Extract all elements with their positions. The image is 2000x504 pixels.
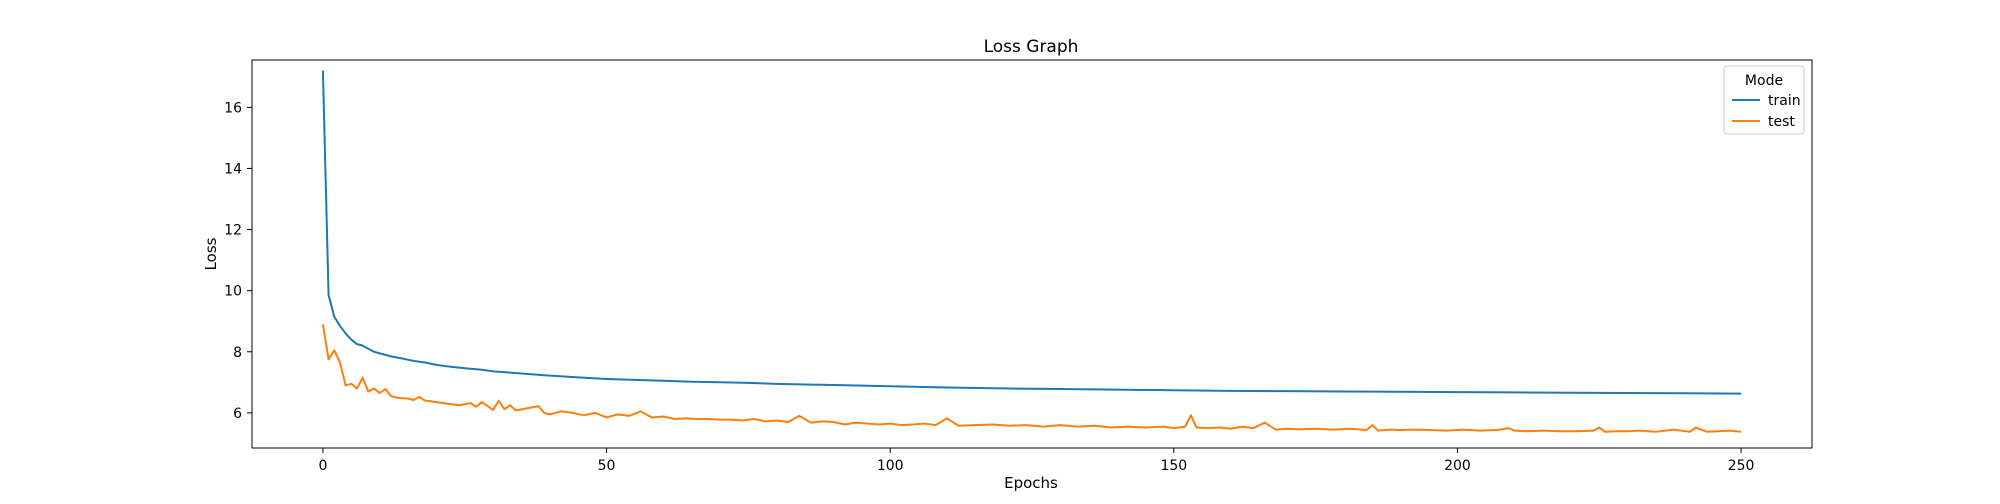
- plot-frame: [251, 59, 1813, 449]
- y-tick-label: 12: [224, 223, 242, 239]
- chart-title: Loss Graph: [984, 37, 1079, 57]
- x-tick-label: 200: [1444, 458, 1471, 474]
- y-tick-label: 10: [224, 284, 242, 300]
- legend: Mode train test: [1723, 65, 1805, 135]
- legend-title: Mode: [1745, 73, 1783, 89]
- x-tick-label: 100: [877, 458, 904, 474]
- y-tick-label: 16: [224, 100, 242, 116]
- legend-label-test: test: [1768, 114, 1795, 130]
- y-axis: 6 8 10 12 14 16: [224, 100, 252, 422]
- x-axis-label: Epochs: [1004, 474, 1058, 492]
- x-tick-label: 0: [318, 458, 327, 474]
- x-axis: 0 50 100 150 200 250: [318, 448, 1754, 474]
- series-line-train: [321, 70, 1742, 395]
- legend-box: [1723, 65, 1805, 135]
- x-tick-label: 50: [598, 458, 616, 474]
- series-line-test: [321, 324, 1742, 433]
- y-tick-label: 14: [224, 161, 242, 177]
- y-axis-label: Loss: [202, 237, 220, 270]
- y-tick-label: 6: [233, 406, 242, 422]
- legend-label-train: train: [1768, 93, 1801, 109]
- x-tick-label: 250: [1728, 458, 1755, 474]
- plot-area: [321, 70, 1742, 433]
- y-tick-label: 8: [233, 345, 242, 361]
- x-tick-label: 150: [1160, 458, 1187, 474]
